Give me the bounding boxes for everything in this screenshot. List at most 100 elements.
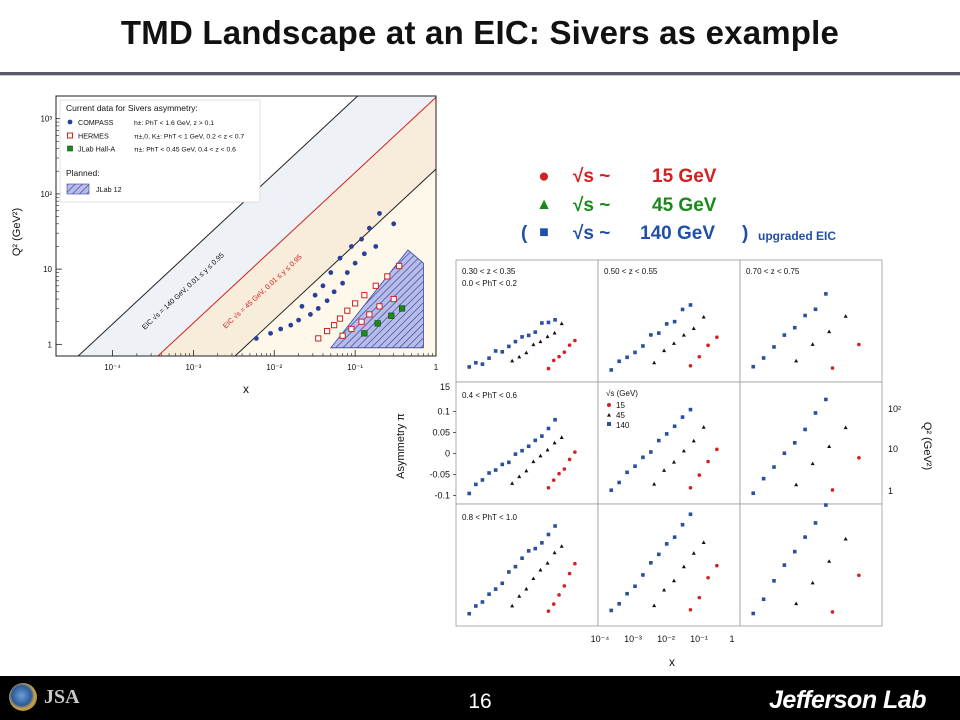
panel-label-z: 0.50 < z < 0.55 (604, 267, 658, 276)
asym-point-140 (493, 468, 498, 472)
y-tick-label: 0.1 (437, 406, 450, 416)
asymmetry-panel (739, 503, 883, 627)
asym-point-45 (794, 482, 799, 487)
asym-point-140 (688, 512, 693, 517)
asym-point-45 (652, 360, 657, 365)
asym-point-140 (526, 549, 531, 553)
inner-legend-marker-140 (607, 422, 611, 426)
asym-point-140 (617, 601, 621, 606)
hermes-point (348, 325, 355, 333)
asym-point-140 (625, 470, 629, 475)
x-tick-label: 10⁻¹ (347, 363, 363, 372)
asym-point-15 (830, 610, 835, 614)
asym-point-15 (567, 343, 572, 347)
x-tick-label: 10⁻² (266, 363, 282, 372)
asym-point-45 (510, 603, 515, 608)
legend-compass-kin: h±: PhT < 1.6 GeV, z > 0.1 (134, 120, 214, 127)
asym-point-45 (510, 481, 515, 485)
asym-point-45 (662, 587, 667, 592)
asym-point-15 (830, 488, 835, 492)
y-tick-label: 1 (48, 340, 53, 349)
eic-15-boundary-line (234, 168, 436, 356)
left-chart-ylabel: Q² (GeV²) (11, 208, 23, 256)
asym-point-140 (474, 482, 478, 487)
hermes-point (331, 322, 338, 329)
asym-point-140 (553, 417, 557, 422)
x-tick-label: 1 (434, 363, 439, 372)
compass-point (344, 270, 350, 275)
asym-point-15 (697, 354, 702, 359)
energy-legend-label: √s ~ (573, 166, 611, 187)
asym-point-45 (552, 440, 557, 445)
asym-point-140 (609, 488, 614, 493)
red-dot-icon: ● (538, 166, 550, 187)
asym-point-15 (551, 478, 556, 482)
hermes-point (390, 295, 397, 303)
asym-point-140 (609, 608, 614, 613)
open-paren: ( (521, 223, 528, 244)
compass-point (361, 251, 367, 257)
asym-point-140 (751, 364, 756, 369)
hermes-point (366, 311, 373, 318)
compass-point (296, 317, 302, 323)
asym-point-140 (641, 455, 645, 460)
eic-45-boundary-line (157, 96, 436, 356)
hermes-point (396, 262, 403, 270)
asym-point-140 (520, 448, 524, 453)
asym-point-140 (803, 313, 807, 318)
asym-point-140 (641, 573, 645, 577)
panel-label-z: 0.30 < z < 0.35 (462, 267, 516, 276)
asym-point-15 (688, 485, 693, 490)
asym-point-140 (664, 432, 669, 436)
hermes-point (352, 300, 359, 307)
asym-point-15 (573, 450, 577, 454)
legend-hermes-name: HERMES (78, 132, 109, 141)
legend-title: Current data for Sivers asymmetry: (66, 103, 198, 113)
compass-point (268, 330, 273, 336)
asym-point-45 (843, 314, 848, 318)
asymmetry-panel (455, 381, 599, 505)
x-tick-label: 10⁻³ (624, 634, 642, 644)
compass-point (340, 280, 346, 286)
compass-point (320, 283, 326, 289)
asym-point-140 (513, 452, 518, 456)
asym-point-140 (688, 303, 693, 307)
asym-point-140 (625, 591, 629, 596)
asym-point-15 (567, 457, 572, 462)
jsa-logo: JSA (44, 686, 80, 708)
asym-point-45 (681, 448, 686, 453)
legend-jlab-name: JLab Hall-A (78, 145, 115, 154)
asym-point-140 (546, 320, 551, 325)
compass-point (349, 244, 354, 249)
x-tick-label: 10⁻⁴ (591, 634, 610, 644)
panel-label-pht: 0.4 < PhT < 0.6 (462, 391, 518, 400)
asym-point-15 (688, 608, 693, 612)
legend-jlab-kin: π±: PhT < 0.45 GeV, 0.4 < z < 0.6 (134, 147, 236, 154)
asym-point-45 (671, 578, 676, 583)
asym-point-45 (652, 603, 657, 608)
asym-point-140 (474, 360, 478, 365)
asym-point-140 (772, 579, 776, 583)
left-chart-legend: Current data for Sivers asymmetry: COMPA… (59, 99, 261, 203)
asym-point-45 (662, 348, 667, 353)
right-y-tick-label: 10 (888, 444, 898, 454)
hermes-point (376, 303, 383, 310)
asym-point-140 (467, 611, 472, 616)
energy-legend-value: 140 GeV (640, 223, 715, 244)
asym-point-140 (609, 368, 614, 372)
green-triangle-icon: ▲ (536, 196, 552, 213)
asym-point-15 (551, 602, 556, 606)
asym-point-140 (474, 604, 478, 608)
compass-point (359, 236, 364, 242)
asym-point-15 (562, 350, 567, 354)
asym-point-45 (681, 333, 686, 337)
asym-point-15 (706, 459, 710, 464)
compass-point (328, 270, 334, 275)
compass-point (331, 289, 337, 295)
compass-point (352, 260, 358, 266)
x-tick-label: 10⁻² (657, 634, 675, 644)
asym-point-15 (546, 609, 551, 613)
asym-point-140 (772, 345, 776, 349)
slide-title: TMD Landscape at an EIC: Sivers as examp… (120, 14, 840, 51)
jefferson-lab-logo: Jefferson Lab (769, 686, 926, 714)
